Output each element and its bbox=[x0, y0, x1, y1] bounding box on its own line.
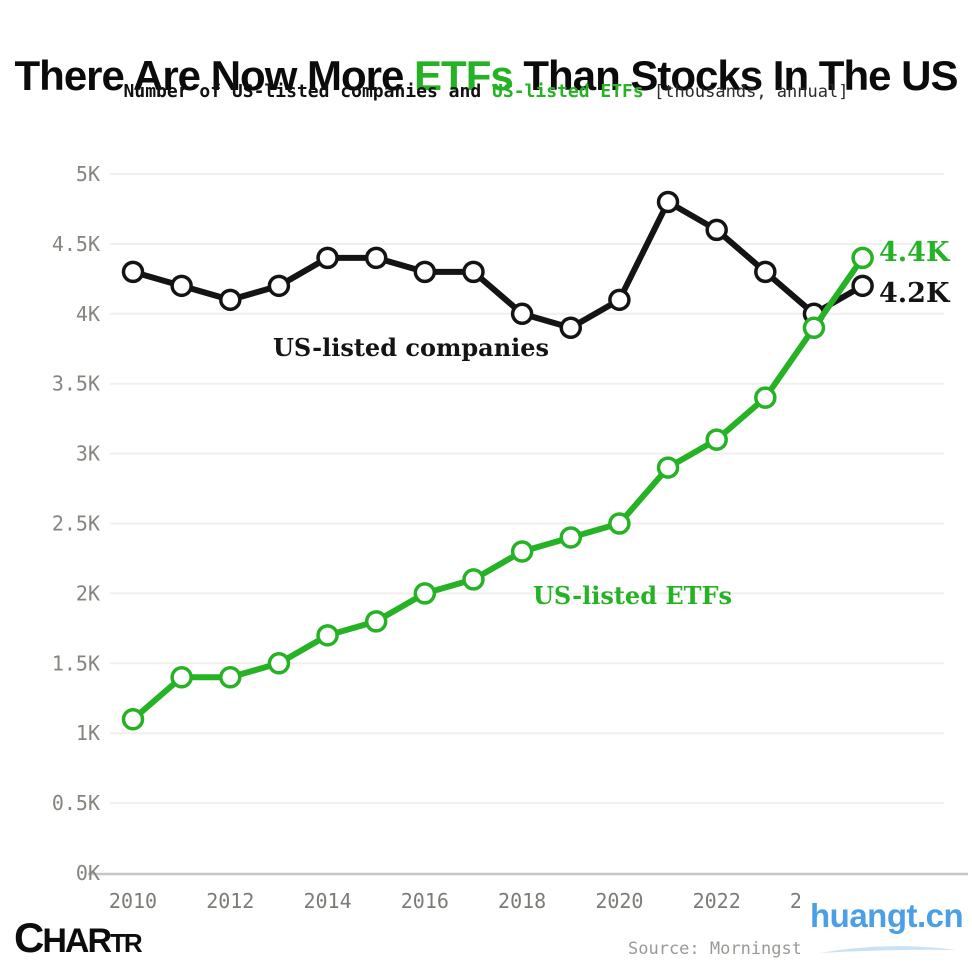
title-text-pre: There Are Now More bbox=[14, 52, 415, 100]
series-label-companies: US-listed companies bbox=[273, 333, 550, 362]
logo-letter: T bbox=[110, 928, 126, 958]
x-tick-label: 2016 bbox=[401, 889, 449, 913]
x-tick-label: 2010 bbox=[109, 889, 157, 913]
logo-letter: A bbox=[64, 922, 90, 960]
data-point-us-listed-companies bbox=[219, 288, 242, 312]
data-point-us-listed-etfs bbox=[462, 568, 485, 591]
y-tick-label: 5K bbox=[76, 162, 100, 186]
data-point-us-listed-companies bbox=[364, 246, 388, 270]
data-point-us-listed-companies bbox=[656, 190, 680, 214]
data-point-us-listed-etfs bbox=[316, 624, 339, 647]
data-point-us-listed-companies bbox=[462, 260, 485, 284]
y-tick-label: 4K bbox=[76, 302, 100, 326]
data-point-us-listed-etfs bbox=[364, 610, 388, 633]
series-line-us-listed-companies bbox=[130, 198, 866, 331]
y-tick-label: 4.5K bbox=[52, 232, 100, 256]
data-point-us-listed-companies bbox=[559, 316, 583, 340]
data-point-us-listed-etfs bbox=[121, 707, 145, 731]
x-tick-label: 2018 bbox=[498, 889, 546, 913]
y-tick-label: 2K bbox=[76, 581, 100, 605]
y-tick-label: 3.5K bbox=[52, 372, 100, 396]
data-point-us-listed-etfs bbox=[559, 526, 583, 549]
y-tick-label: 2.5K bbox=[52, 512, 100, 536]
title-text-post: Than Stocks In The US bbox=[512, 52, 958, 100]
data-point-us-listed-etfs bbox=[754, 386, 777, 409]
end-value-label-companies: 4.2K bbox=[879, 278, 950, 309]
data-point-us-listed-companies bbox=[316, 246, 339, 270]
data-point-us-listed-companies bbox=[510, 302, 534, 326]
end-value-label-etfs: 4.4K bbox=[879, 237, 950, 268]
logo-letter: R bbox=[123, 928, 143, 958]
y-tick-label: 0K bbox=[76, 861, 100, 885]
y-tick-label: 0.5K bbox=[52, 791, 100, 815]
logo-letter: H bbox=[42, 922, 67, 960]
logo-letter: R bbox=[87, 922, 112, 960]
page-title: There Are Now More ETFs Than Stocks In T… bbox=[0, 52, 972, 100]
data-point-us-listed-etfs bbox=[413, 582, 437, 605]
data-point-us-listed-etfs bbox=[608, 512, 631, 535]
data-point-us-listed-etfs bbox=[170, 666, 193, 689]
data-point-us-listed-etfs bbox=[219, 666, 242, 689]
data-point-us-listed-etfs bbox=[267, 652, 291, 675]
subtitle-highlight-etfs: US-listed ETFs bbox=[492, 81, 644, 102]
x-tick-label: 2014 bbox=[303, 889, 351, 913]
data-point-us-listed-companies bbox=[754, 260, 777, 284]
series-line-us-listed-etfs bbox=[130, 254, 866, 723]
title-highlight-etfs: ETFs bbox=[414, 52, 514, 100]
y-tick-label: 3K bbox=[76, 442, 100, 466]
x-tick-label: 2022 bbox=[693, 889, 741, 913]
data-point-us-listed-etfs bbox=[510, 540, 534, 563]
chart-subtitle: Number of US-listed companies and US-lis… bbox=[0, 81, 972, 102]
x-tick-label: 2020 bbox=[595, 889, 643, 913]
logo-letter: C bbox=[14, 914, 44, 961]
data-point-us-listed-companies bbox=[121, 260, 145, 284]
data-point-us-listed-companies bbox=[413, 260, 437, 284]
subtitle-text-pre: Number of US-listed companies and bbox=[123, 81, 493, 102]
subtitle-unit-note: [thousands, annual] bbox=[643, 82, 849, 102]
data-point-us-listed-companies bbox=[608, 288, 631, 312]
data-point-us-listed-companies bbox=[170, 274, 193, 298]
data-point-us-listed-etfs bbox=[656, 456, 680, 479]
source-credit: Source: Morningst bbox=[628, 939, 802, 959]
series-label-etfs: US-listed ETFs bbox=[533, 581, 733, 610]
y-tick-label: 1K bbox=[76, 721, 100, 745]
data-point-us-listed-companies bbox=[851, 274, 874, 298]
watermark-overlay: huangt.cn bbox=[800, 883, 972, 967]
watermark-text: huangt.cn bbox=[810, 897, 964, 934]
watermark-swoosh-icon bbox=[820, 946, 956, 953]
data-point-us-listed-companies bbox=[267, 274, 291, 298]
y-tick-label: 1.5K bbox=[52, 651, 100, 675]
data-point-us-listed-etfs bbox=[705, 428, 728, 451]
data-point-us-listed-etfs bbox=[802, 316, 826, 340]
data-point-us-listed-companies bbox=[705, 218, 728, 242]
x-tick-label: 2012 bbox=[206, 889, 254, 913]
data-point-us-listed-etfs bbox=[851, 246, 874, 270]
